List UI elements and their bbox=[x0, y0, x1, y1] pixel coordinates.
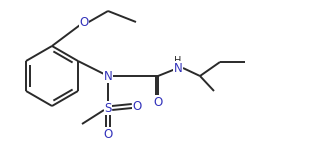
Text: O: O bbox=[79, 16, 88, 29]
Text: N: N bbox=[173, 62, 182, 74]
Text: H: H bbox=[174, 56, 182, 66]
Text: O: O bbox=[132, 100, 142, 113]
Text: O: O bbox=[103, 127, 112, 141]
Text: N: N bbox=[104, 70, 112, 82]
Text: S: S bbox=[104, 102, 112, 114]
Text: O: O bbox=[153, 95, 163, 109]
